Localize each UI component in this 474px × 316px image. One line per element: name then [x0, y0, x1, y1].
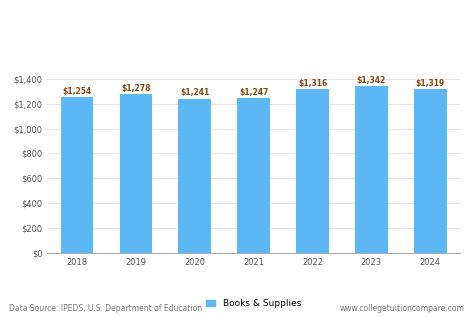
Bar [237, 98, 270, 253]
Text: $1,241: $1,241 [180, 88, 210, 98]
Bar [179, 99, 211, 253]
Legend: Books & Supplies: Books & Supplies [203, 295, 304, 312]
Text: $1,316: $1,316 [298, 79, 327, 88]
Text: $1,278: $1,278 [121, 84, 151, 93]
Text: (From 2017 to 2024): (From 2017 to 2024) [183, 44, 291, 54]
Text: $1,342: $1,342 [357, 76, 386, 85]
Bar [414, 89, 447, 253]
Text: Connecticut Colleges  Books & Supplies Average Costs Changes: Connecticut Colleges Books & Supplies Av… [0, 14, 474, 27]
Text: www.collegetuitioncompare.com: www.collegetuitioncompare.com [340, 304, 465, 313]
Text: $1,247: $1,247 [239, 88, 268, 97]
Bar [119, 94, 152, 253]
Text: $1,254: $1,254 [62, 87, 91, 96]
Text: Data Source: IPEDS, U.S. Department of Education: Data Source: IPEDS, U.S. Department of E… [9, 304, 202, 313]
Bar [296, 89, 328, 253]
Bar [355, 86, 388, 253]
Text: $1,319: $1,319 [416, 79, 445, 88]
Bar [61, 97, 93, 253]
